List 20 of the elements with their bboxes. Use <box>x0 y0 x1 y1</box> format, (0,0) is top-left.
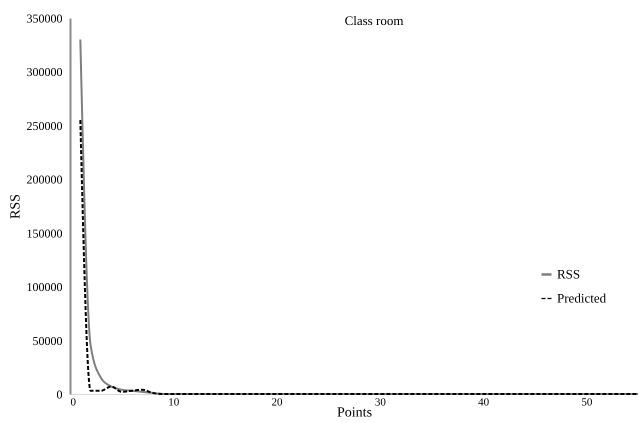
line-series <box>79 119 639 395</box>
legend-label: RSS <box>557 266 580 282</box>
y-tick-label: 200000 <box>26 172 62 187</box>
y-tick-label: 300000 <box>26 65 62 80</box>
x-tick-label: 10 <box>168 396 180 408</box>
chart-title: Class room <box>344 13 404 28</box>
y-tick-label: 100000 <box>26 280 62 294</box>
line-series <box>79 38 639 395</box>
y-axis-title: RSS <box>8 194 24 219</box>
legend-label: Predicted <box>557 290 607 306</box>
x-tick-label: 0 <box>70 396 76 408</box>
x-tick-label: 40 <box>478 396 490 408</box>
y-tick-label: 150000 <box>26 226 62 240</box>
x-tick-label: 20 <box>272 396 284 408</box>
x-axis-title: Points <box>336 406 372 420</box>
y-tick-label: 50000 <box>32 334 62 348</box>
y-tick-label: 350000 <box>26 12 62 26</box>
y-tick-label: 250000 <box>26 118 62 133</box>
x-tick-label: 30 <box>374 396 386 408</box>
x-tick-label: 50 <box>581 396 593 408</box>
